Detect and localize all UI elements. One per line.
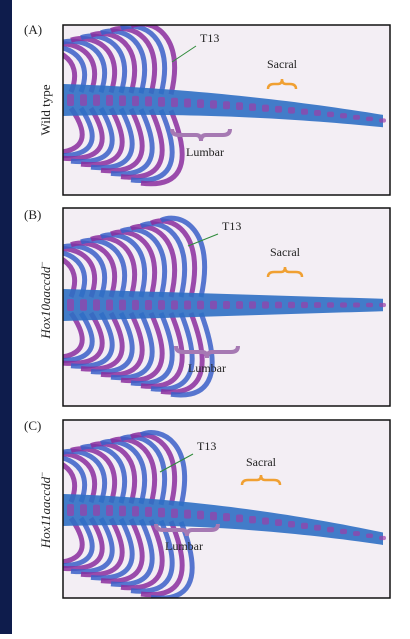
vertebra bbox=[301, 523, 308, 529]
vertebra bbox=[353, 531, 360, 536]
vertebra bbox=[262, 518, 269, 525]
genotype: Hox11aaccdd− bbox=[37, 472, 53, 549]
vertebra bbox=[210, 301, 217, 309]
vertebra bbox=[158, 508, 165, 518]
vertebra bbox=[275, 302, 282, 309]
vertebra bbox=[197, 99, 204, 108]
vertebra bbox=[236, 301, 243, 309]
vertebra bbox=[366, 533, 373, 538]
vertebra bbox=[288, 521, 295, 527]
vertebra bbox=[119, 300, 126, 311]
vertebra bbox=[301, 302, 308, 308]
vertebra bbox=[236, 515, 243, 523]
genotype: Wild type bbox=[38, 84, 53, 135]
vertebra bbox=[275, 106, 282, 113]
vertebra bbox=[145, 300, 152, 310]
page: {"panels": [ {"label": "(A)", "genotype"… bbox=[0, 0, 410, 634]
vertebra bbox=[106, 95, 113, 106]
vertebra bbox=[67, 504, 74, 516]
vertebra bbox=[119, 95, 126, 106]
vertebra bbox=[314, 525, 321, 531]
figure: (A) (B) (C) Wild type Hox10aaccdd− Hox11… bbox=[0, 0, 410, 634]
vertebra bbox=[340, 529, 347, 534]
vertebra bbox=[158, 300, 165, 310]
superscript: − bbox=[37, 261, 47, 266]
annotation: T13 bbox=[222, 219, 241, 233]
annotation: Sacral bbox=[267, 57, 298, 71]
vertebra bbox=[184, 510, 191, 519]
vertebra bbox=[223, 301, 230, 309]
vertebra bbox=[288, 107, 295, 113]
genotype-name: Hox10aaccdd bbox=[38, 266, 53, 340]
vertebra bbox=[366, 117, 373, 122]
vertebra bbox=[379, 303, 386, 307]
vertebra bbox=[93, 299, 100, 310]
vertebra bbox=[327, 527, 334, 533]
vertebra bbox=[210, 512, 217, 520]
genotype-name: Hox11aaccdd bbox=[38, 476, 53, 549]
vertebra bbox=[327, 112, 334, 118]
vertebra bbox=[288, 302, 295, 308]
annotation: T13 bbox=[200, 31, 219, 45]
panel-label: (A) bbox=[24, 22, 42, 37]
vertebra bbox=[262, 301, 269, 308]
vertebra bbox=[132, 300, 139, 310]
photo-b bbox=[31, 208, 390, 406]
vertebra bbox=[171, 98, 178, 107]
vertebra bbox=[314, 110, 321, 116]
vertebra bbox=[340, 302, 347, 307]
vertebra bbox=[119, 506, 126, 517]
vertebra bbox=[314, 302, 321, 308]
vertebra bbox=[327, 302, 334, 308]
annotation: Lumbar bbox=[186, 145, 224, 159]
vertebra bbox=[353, 303, 360, 308]
vertebra bbox=[197, 301, 204, 310]
vertebra bbox=[210, 100, 217, 108]
superscript: − bbox=[37, 472, 47, 477]
vertebra bbox=[67, 299, 74, 311]
vertebra bbox=[262, 105, 269, 112]
annotation: T13 bbox=[197, 439, 216, 453]
vertebra bbox=[249, 301, 256, 308]
photo-a bbox=[31, 24, 390, 195]
vertebra bbox=[379, 536, 386, 540]
vertebra bbox=[340, 113, 347, 118]
vertebra bbox=[132, 506, 139, 516]
vertebra bbox=[223, 513, 230, 521]
vertebra bbox=[171, 509, 178, 518]
vertebra bbox=[93, 505, 100, 516]
vertebra bbox=[353, 115, 360, 120]
vertebra bbox=[93, 95, 100, 106]
vertebra bbox=[223, 101, 230, 109]
vertebra bbox=[301, 109, 308, 115]
annotation: Sacral bbox=[246, 455, 277, 469]
vertebra bbox=[106, 505, 113, 516]
vertebra bbox=[67, 94, 74, 106]
vertebra bbox=[80, 299, 87, 311]
vertebra bbox=[275, 519, 282, 526]
vertebra bbox=[80, 504, 87, 516]
annotation: Lumbar bbox=[188, 361, 226, 375]
vertebra bbox=[197, 511, 204, 520]
vertebra bbox=[158, 97, 165, 107]
panel-label: (B) bbox=[24, 207, 41, 222]
vertebra bbox=[132, 96, 139, 106]
genotype: Hox10aaccdd− bbox=[37, 261, 53, 339]
vertebra bbox=[249, 516, 256, 523]
vertebra bbox=[184, 300, 191, 309]
annotation: Sacral bbox=[270, 245, 301, 259]
vertebra bbox=[80, 94, 87, 106]
vertebra bbox=[249, 103, 256, 110]
panel-label: (C) bbox=[24, 418, 41, 433]
side-bar bbox=[0, 0, 12, 634]
vertebra bbox=[145, 507, 152, 517]
vertebra bbox=[236, 102, 243, 110]
annotation: Lumbar bbox=[165, 539, 203, 553]
vertebra bbox=[145, 96, 152, 106]
vertebra bbox=[366, 303, 373, 308]
vertebra bbox=[184, 98, 191, 107]
vertebra bbox=[379, 118, 386, 122]
vertebra bbox=[171, 300, 178, 309]
vertebra bbox=[106, 300, 113, 311]
